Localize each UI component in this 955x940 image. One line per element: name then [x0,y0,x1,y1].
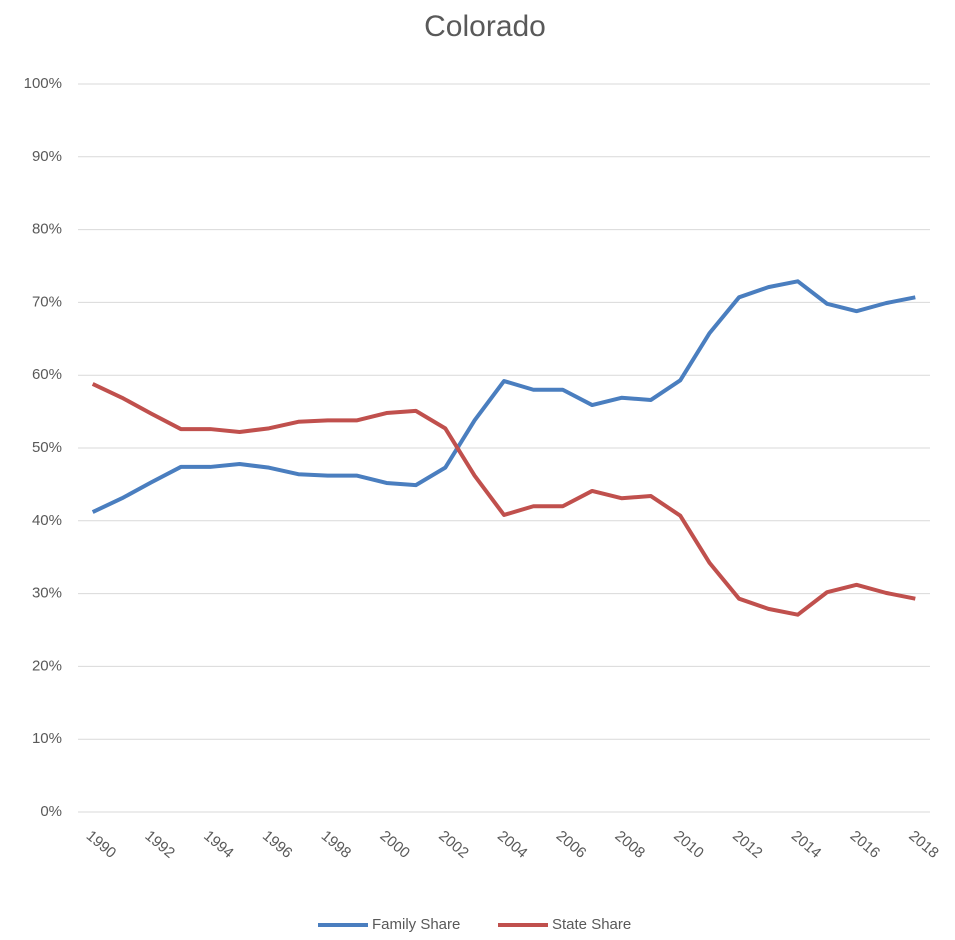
x-tick-label: 1994 [200,827,236,861]
y-tick-label: 20% [32,657,62,674]
y-tick-label: 10% [32,730,62,747]
chart-title: Colorado [424,10,546,43]
line-series [91,279,916,514]
y-tick-label: 80% [32,221,62,238]
y-tick-label: 60% [32,366,62,383]
y-tick-label: 40% [32,512,62,529]
y-tick-label: 30% [32,585,62,602]
x-tick-label: 2008 [612,827,648,861]
y-tick-label: 70% [32,293,62,310]
legend-label: State Share [552,916,631,933]
x-tick-label: 2006 [553,827,589,861]
line-series [91,382,916,617]
x-tick-label: 2004 [494,827,530,861]
y-tick-label: 0% [40,803,62,820]
x-tick-label: 2010 [670,827,706,861]
x-tick-label: 1996 [259,827,295,861]
legend-label: Family Share [372,916,460,933]
x-tick-label: 2002 [435,827,471,861]
x-tick-label: 2016 [847,827,883,861]
x-tick-label: 2014 [788,827,824,861]
y-tick-label: 100% [24,75,62,92]
x-tick-label: 1992 [142,827,178,861]
y-tick-label: 50% [32,439,62,456]
x-tick-label: 1998 [318,827,354,861]
y-tick-label: 90% [32,148,62,165]
x-tick-label: 2018 [905,827,941,861]
x-tick-label: 2000 [377,827,413,861]
x-tick-label: 2012 [729,827,765,861]
x-tick-label: 1990 [83,827,119,861]
